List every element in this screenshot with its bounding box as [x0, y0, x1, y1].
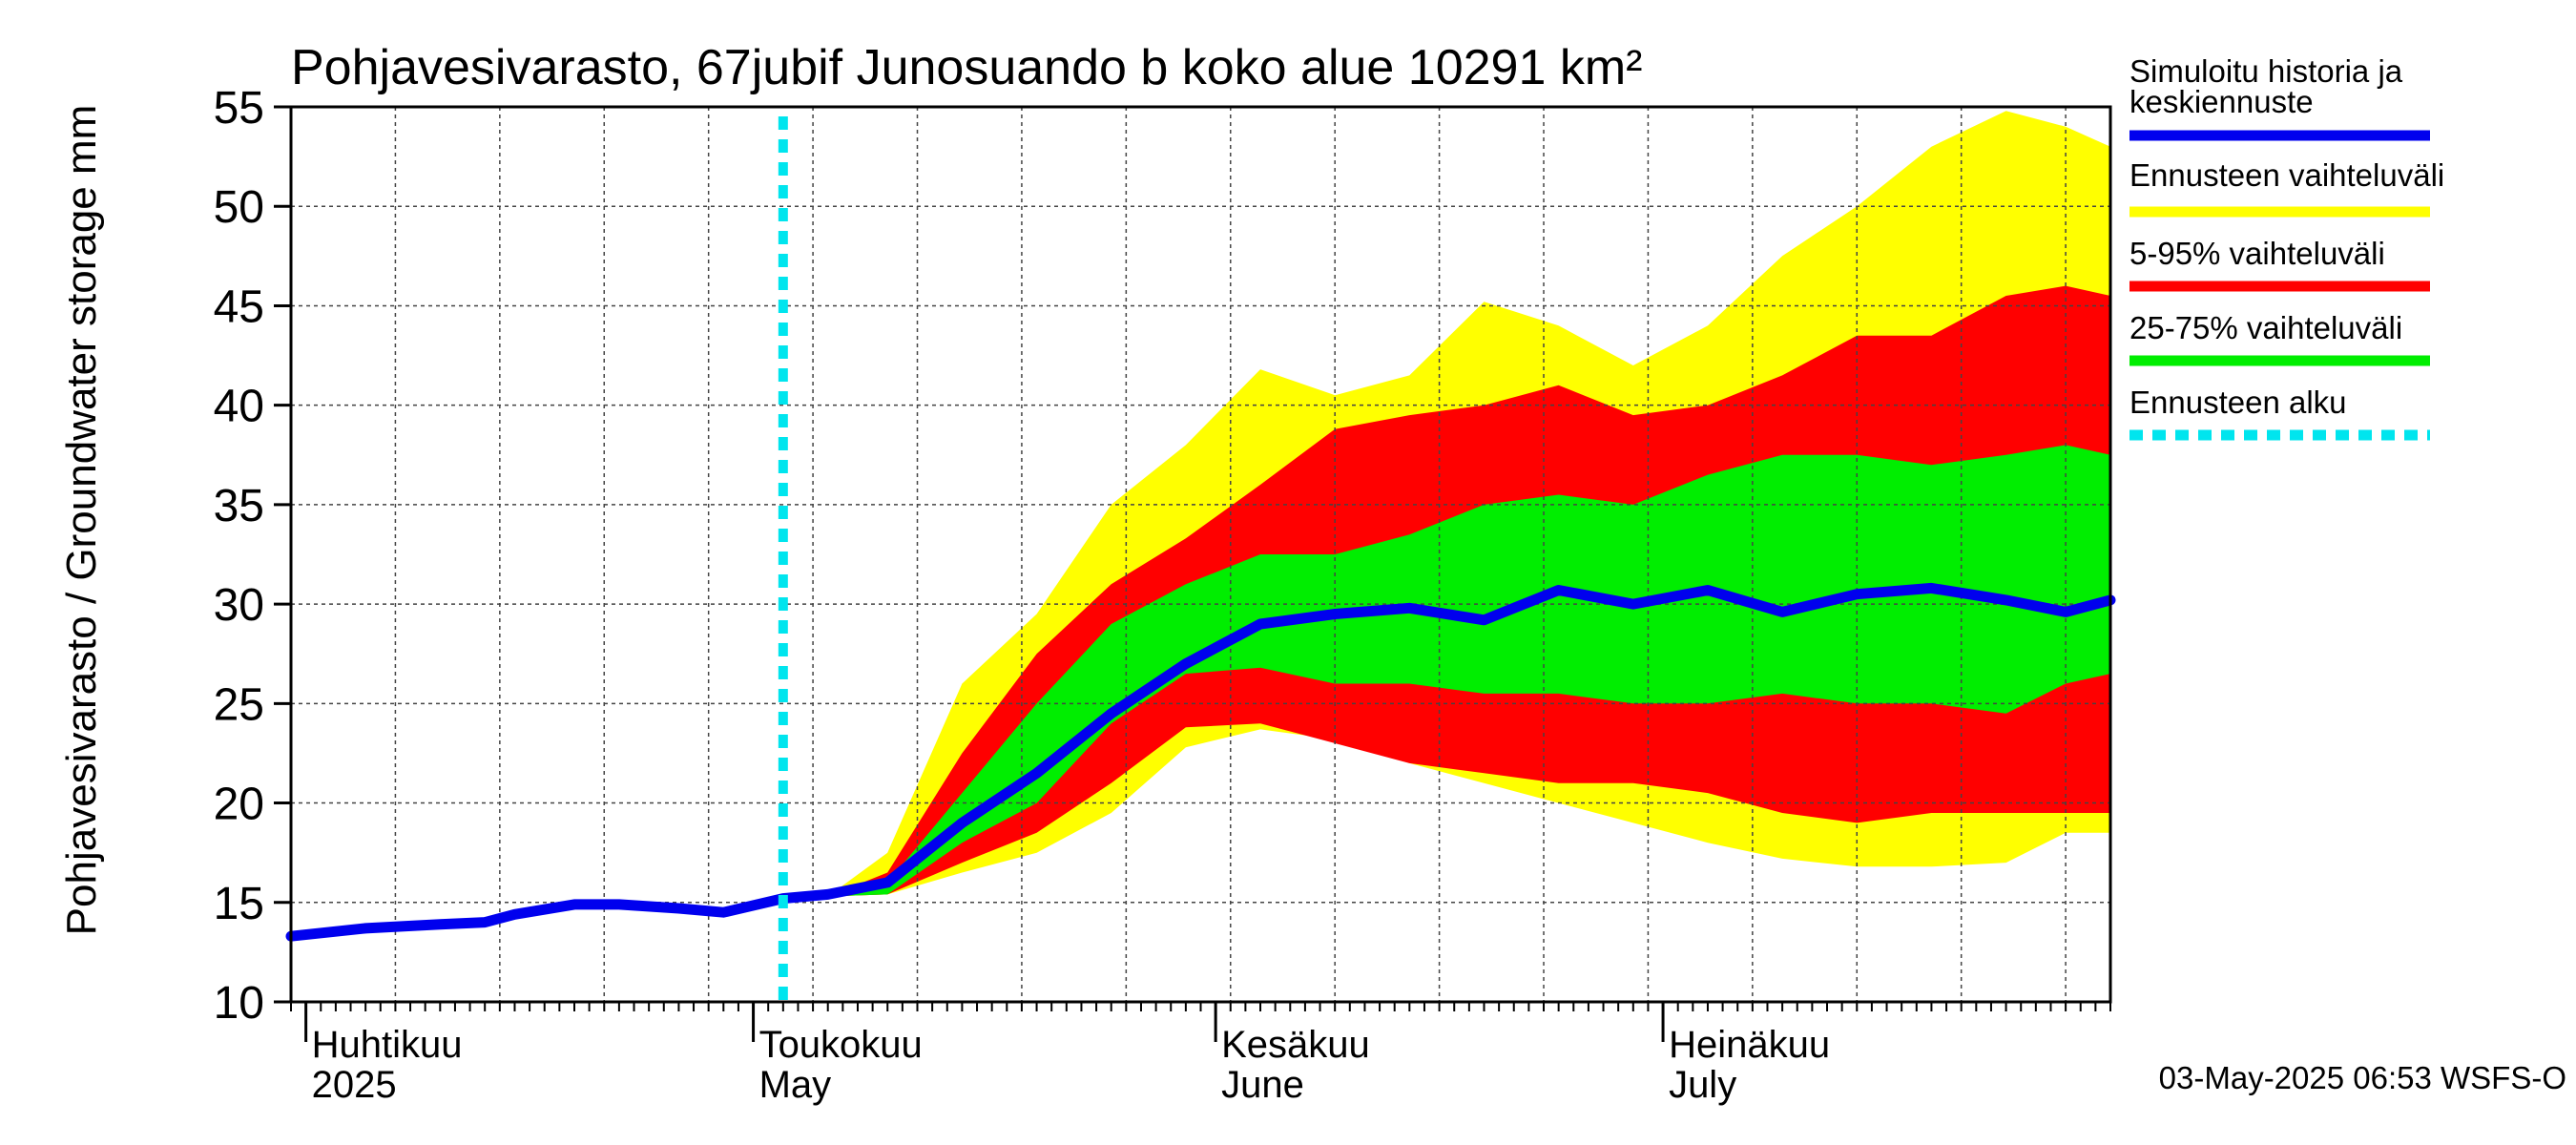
axis-ticks: 10152025303540455055Huhtikuu2025Toukokuu… [214, 83, 2111, 1106]
y-tick-label: 10 [214, 978, 264, 1029]
y-tick-label: 45 [214, 281, 264, 332]
y-tick-label: 50 [214, 182, 264, 233]
x-month-label: Kesäkuu [1221, 1024, 1370, 1066]
series-lines [285, 116, 2116, 1002]
forecast-bands [827, 111, 2111, 897]
x-month-sublabel: June [1221, 1064, 1304, 1106]
legend-label: Simuloitu historia ja [2129, 53, 2403, 89]
median-line [285, 582, 2116, 942]
legend-label: Ennusteen vaihteluväli [2129, 157, 2444, 193]
x-month-label: Toukokuu [759, 1024, 923, 1066]
legend-label: 25-75% vaihteluväli [2129, 310, 2402, 345]
y-tick-label: 30 [214, 580, 264, 631]
y-tick-label: 35 [214, 481, 264, 531]
y-axis-label: Pohjavesivarasto / Groundwater storage m… [58, 105, 105, 936]
x-month-label: Heinäkuu [1669, 1024, 1830, 1066]
band-3 [827, 445, 2111, 897]
grid [291, 107, 2110, 1002]
legend-label: Ennusteen alku [2129, 385, 2347, 420]
legend-label: keskiennuste [2129, 84, 2314, 119]
x-month-sublabel: May [759, 1064, 832, 1106]
timestamp-footer: 03-May-2025 06:53 WSFS-O [2159, 1060, 2566, 1095]
y-tick-label: 20 [214, 780, 264, 830]
legend-label: 5-95% vaihteluväli [2129, 236, 2385, 271]
y-tick-label: 15 [214, 879, 264, 929]
y-tick-label: 25 [214, 679, 264, 730]
chart-title: Pohjavesivarasto, 67jubif Junosuando b k… [291, 40, 1642, 95]
x-month-sublabel: 2025 [312, 1064, 397, 1106]
y-tick-label: 40 [214, 382, 264, 432]
y-tick-label: 55 [214, 83, 264, 134]
x-month-sublabel: July [1669, 1064, 1736, 1106]
x-month-label: Huhtikuu [312, 1024, 463, 1066]
